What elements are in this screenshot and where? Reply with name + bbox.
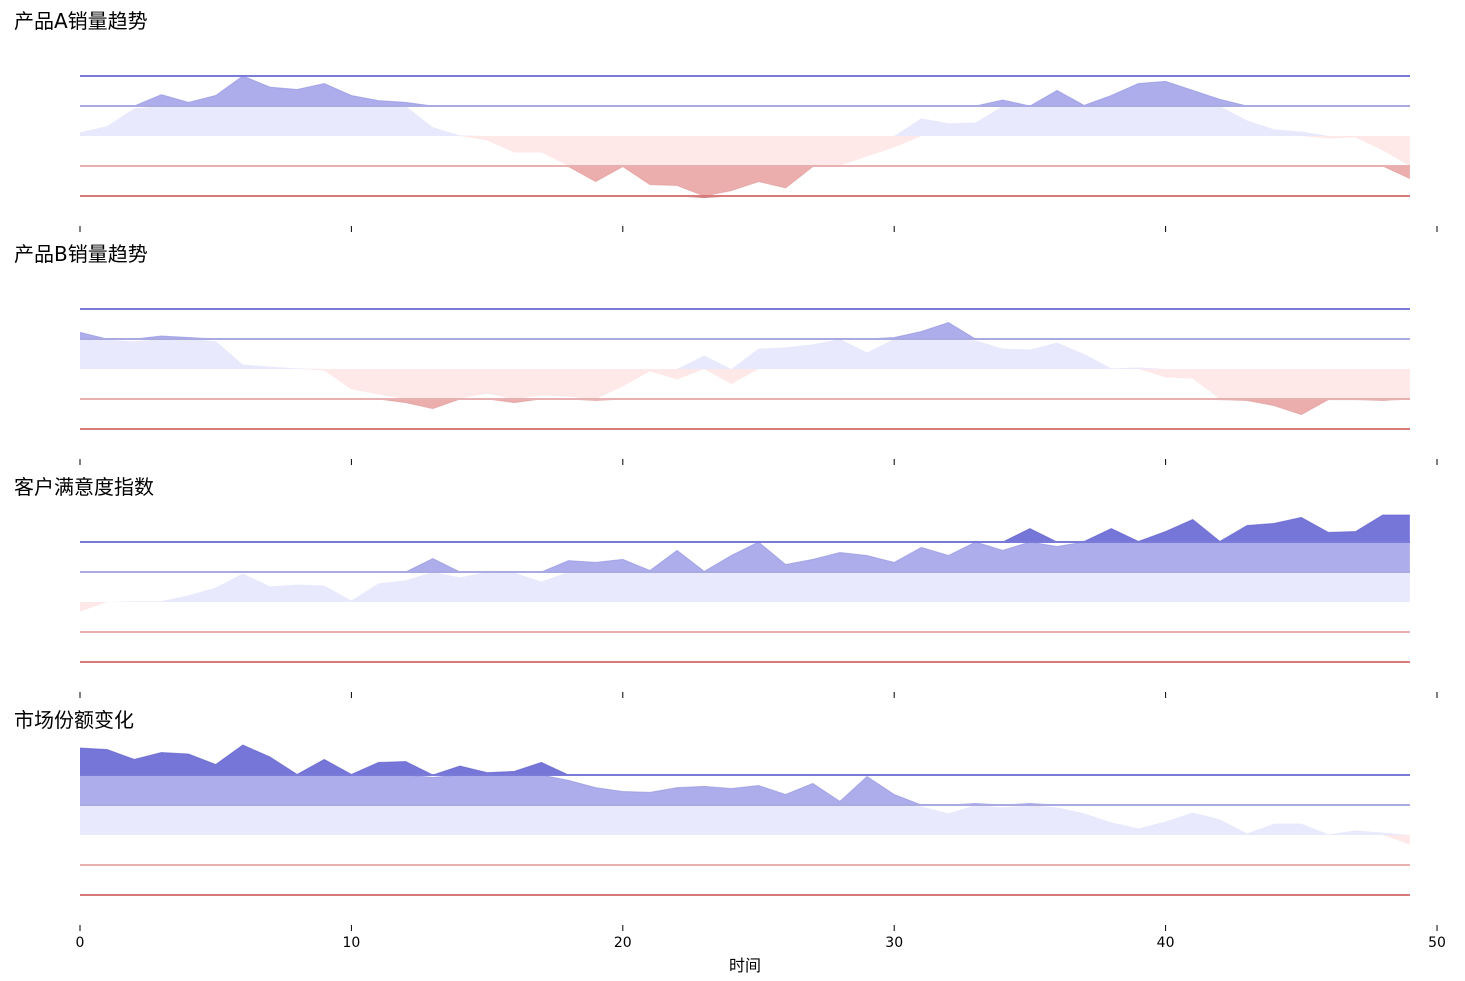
panel-1: 产品A销量趋势 — [14, 9, 1438, 232]
negative-band-2 — [80, 835, 1410, 865]
positive-band-3 — [80, 515, 1410, 602]
panel-title: 市场份额变化 — [14, 708, 134, 732]
positive-edge-2 — [79, 321, 1410, 340]
negative-band-1 — [80, 369, 1410, 399]
panel-title: 产品A销量趋势 — [14, 9, 148, 33]
positive-band-3 — [80, 745, 1410, 835]
panel-3: 客户满意度指数 — [14, 475, 1438, 698]
positive-band-1 — [80, 106, 1410, 136]
negative-band-1 — [80, 136, 1410, 166]
panel-title: 产品B销量趋势 — [14, 242, 148, 266]
x-tick-label: 10 — [342, 935, 360, 951]
negative-band-2 — [80, 602, 1410, 632]
panel-2: 产品B销量趋势 — [14, 242, 1438, 465]
negative-band-1 — [80, 602, 1410, 612]
positive-band-1 — [80, 805, 1410, 835]
negative-band-2 — [80, 369, 1410, 415]
negative-edge-2 — [80, 398, 1410, 416]
x-tick-label: 50 — [1428, 935, 1446, 951]
negative-band-1 — [80, 835, 1410, 845]
panel-4: 市场份额变化 0 10 20 30 40 50 — [14, 708, 1446, 951]
panel-title: 客户满意度指数 — [14, 475, 154, 499]
positive-band-1 — [80, 339, 1410, 369]
x-tick-label: 30 — [885, 935, 903, 951]
positive-band-1 — [80, 572, 1410, 602]
x-tick-label: 40 — [1157, 935, 1175, 951]
x-tick-label: 0 — [76, 935, 85, 951]
x-axis-label: 时间 — [729, 956, 761, 975]
x-tick-label: 20 — [614, 935, 632, 951]
